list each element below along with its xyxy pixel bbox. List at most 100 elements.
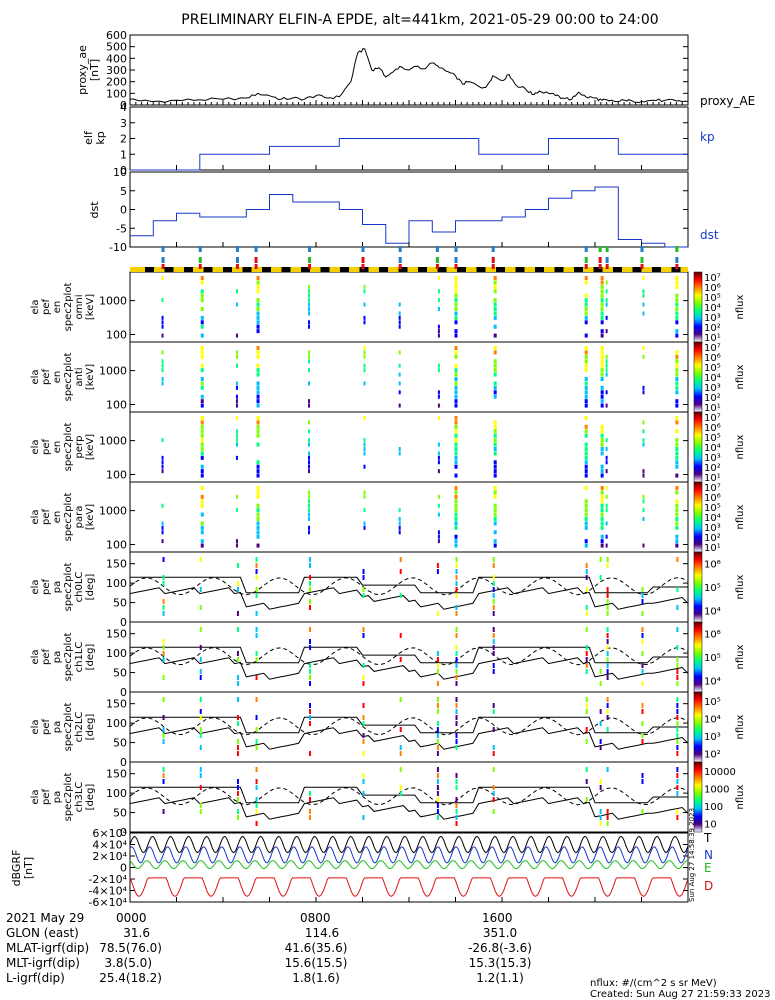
spec-omni-cell (493, 311, 497, 316)
pa-ch3-cell (641, 773, 644, 778)
spec-para-cell (584, 508, 588, 513)
pa-ch0-cell (399, 593, 402, 598)
pa-ch0-cell (492, 587, 495, 592)
spec-para-ylabel-line: para (74, 506, 85, 529)
spec-perp-cell (584, 447, 588, 451)
pa-ch3-cell (676, 815, 679, 820)
pa-ch0-cell (455, 581, 458, 586)
spec-omni-cell (161, 320, 164, 325)
pa-ch1-cell (255, 633, 258, 638)
science-zone-marker (198, 257, 202, 263)
spec-anti-cell (605, 363, 608, 368)
proxy-ae-axis-ticklabel: 500 (106, 41, 127, 54)
pa-ch2-cell (399, 697, 402, 702)
pa-ch1-cell (455, 633, 458, 638)
pa-ch1-lc-upper (130, 646, 688, 664)
pa-ch3-cell (362, 815, 365, 820)
spec-perp-cell (256, 460, 260, 465)
pa-ch1-ylabel-line: ela (30, 649, 41, 664)
spec-anti-cbar-tick: 10⁶ (704, 353, 721, 364)
pa-ch0-cell (455, 587, 458, 592)
pa-ch1-cell (606, 675, 609, 680)
science-zone-marker (584, 257, 588, 263)
grf-T (129, 835, 689, 854)
pa-ch2-cell (641, 703, 644, 708)
pa-ch3-cell (585, 767, 588, 772)
pa-ch2-cell (492, 703, 495, 708)
pa-ch0-ylabel-line: ch0LC (74, 572, 85, 603)
spec-anti-cell (308, 399, 311, 404)
spec-anti-cell (308, 359, 311, 364)
pa-ch3-cell (641, 809, 644, 814)
spec-anti-cell (600, 385, 604, 390)
spec-perp-cell (308, 464, 311, 469)
pa-ch0-cell (455, 557, 458, 562)
pa-ch2-cell (199, 709, 202, 714)
pa-ch0-ylabel-line: spec2plot (63, 563, 74, 612)
pa-ch2-cell (676, 745, 679, 750)
spec-omni-cell (161, 276, 164, 280)
orbit-bar-eclipse (398, 267, 408, 272)
spec-omni-cell (454, 280, 458, 285)
spec-anti-cell (235, 350, 238, 355)
pa-ch0-cell (599, 575, 602, 580)
pa-ch2-cell (199, 745, 202, 750)
orbit-bar-eclipse (476, 267, 486, 272)
spec-anti-cell (398, 372, 401, 377)
orbit-bar-eclipse (164, 267, 174, 272)
spec-omni-cell (605, 280, 608, 285)
spec-perp-cell (493, 429, 497, 434)
ephem-mlat-1: 41.6(35.6) (285, 941, 348, 955)
science-zone-marker (605, 257, 609, 263)
spec-anti-cell (493, 368, 497, 373)
dst-axis-ticklabel: -5 (116, 222, 127, 235)
pa-ch0-cell (606, 593, 609, 598)
pa-ch1-axis-ticklabel: 0 (120, 686, 127, 699)
spec-para-cell (454, 499, 458, 504)
spec-omni-cell (256, 289, 260, 294)
spec-para-frame (129, 481, 689, 553)
spec-omni-cell (308, 298, 311, 303)
spec-omni-cell (200, 333, 204, 338)
pa-ch2-cbar-tick: 10³ (704, 732, 721, 743)
science-zone-marker (308, 246, 312, 252)
spec-anti-cell (437, 394, 440, 399)
pa-ch1-cell (641, 627, 644, 632)
spec-perp-cell (600, 438, 604, 443)
spec-omni-cell (454, 311, 458, 316)
spec-perp-cell (493, 442, 497, 447)
spec-perp-cell (398, 451, 401, 456)
pa-ch2-cell (676, 751, 679, 756)
spec-perp-cell (308, 455, 311, 460)
spec-perp-cell (493, 420, 497, 425)
pa-ch1-cell (362, 627, 365, 632)
pa-ch0-cell (362, 569, 365, 574)
pa-ch2-cbar-tick: 10⁴ (704, 714, 721, 725)
spec-para-cell (161, 521, 164, 526)
pa-ch2-lc-upper (130, 716, 688, 734)
spec-omni-cell (363, 302, 366, 307)
spec-anti-cell (235, 399, 238, 404)
pa-ch3-cell (676, 767, 679, 772)
pa-ch2-cell (162, 715, 165, 720)
pa-ch1-axis-ticklabel: 150 (106, 628, 127, 641)
spec-omni-cell (398, 320, 401, 325)
spec-perp-cell (437, 416, 440, 420)
spec-omni-cell (493, 302, 497, 307)
pa-ch1-cell (309, 645, 312, 650)
pa-ch3-lc-lower (129, 797, 689, 820)
pa-ch3-cell (436, 785, 439, 790)
spec-anti-cbar-tick: 10⁴ (704, 373, 721, 384)
spec-omni-cell (675, 298, 679, 303)
pa-ch3-cell (255, 821, 258, 826)
pa-ch3-cell (255, 785, 258, 790)
spec-anti-cell (600, 354, 604, 359)
pa-ch0-cell (606, 563, 609, 568)
spec-omni-cell (437, 329, 440, 334)
pa-ch1-cell (436, 651, 439, 656)
dst-axis-ticklabel: 0 (120, 204, 127, 217)
spec-omni-cell (584, 333, 588, 338)
ephem-l-2: 1.2(1.1) (476, 971, 524, 985)
spec-omni-cbar-tick: 10⁴ (704, 303, 721, 314)
spec-perp-cbar-tick: 10⁵ (704, 433, 721, 444)
